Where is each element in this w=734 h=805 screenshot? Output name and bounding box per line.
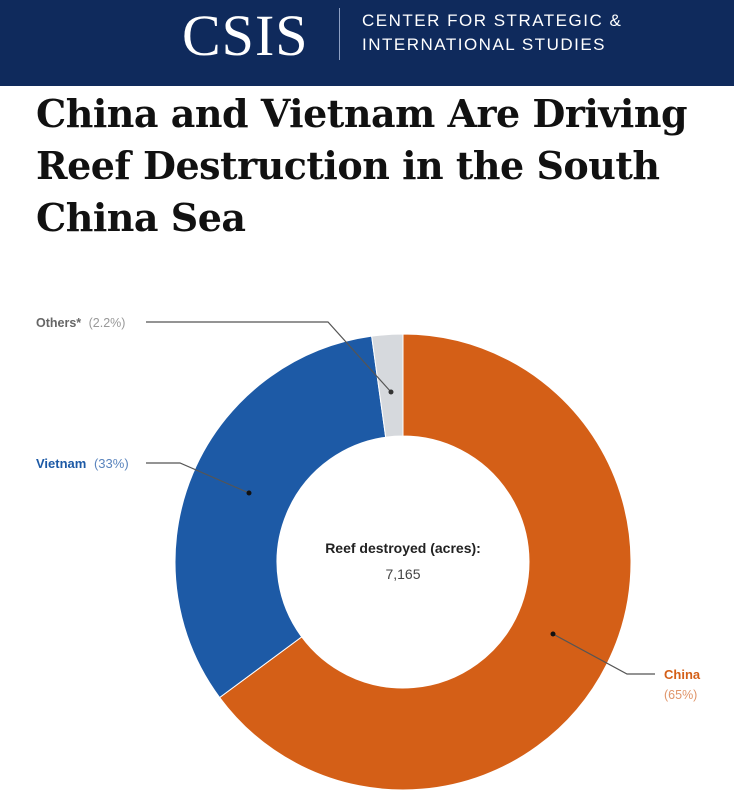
logo-divider [339,8,340,60]
label-china-pct: (65%) [664,688,697,702]
chart-title: China and Vietnam Are Driving Reef Destr… [36,91,688,240]
leader-dot-others [388,389,394,395]
csis-logo: CSIS [182,3,309,68]
org-name-line2: INTERNATIONAL STUDIES [362,35,607,54]
center-value: 7,165 [385,566,420,582]
label-others: Others* (2.2%) [36,316,125,330]
leader-line-vietnam [146,462,250,494]
leader-dot-china [550,631,556,637]
slice-vietnam [174,335,387,699]
slice-others [371,333,404,438]
label-vietnam: Vietnam (33%) [36,456,129,471]
label-china-name: China [664,667,701,682]
leader-line-china [552,633,655,675]
label-others-pct: (2.2%) [89,316,126,330]
label-vietnam-name: Vietnam [36,456,86,471]
org-name-line1: CENTER FOR STRATEGIC & [362,11,623,30]
donut-slices [174,333,632,791]
label-others-name: Others* [36,316,81,330]
header-banner: CSIS CENTER FOR STRATEGIC & INTERNATIONA… [0,0,734,86]
label-vietnam-pct: (33%) [94,456,129,471]
center-label: Reef destroyed (acres): [325,540,481,556]
slice-china [218,333,632,791]
org-name: CENTER FOR STRATEGIC & INTERNATIONAL STU… [362,9,622,57]
leader-dot-vietnam [246,490,252,496]
leader-line-others [146,321,392,393]
